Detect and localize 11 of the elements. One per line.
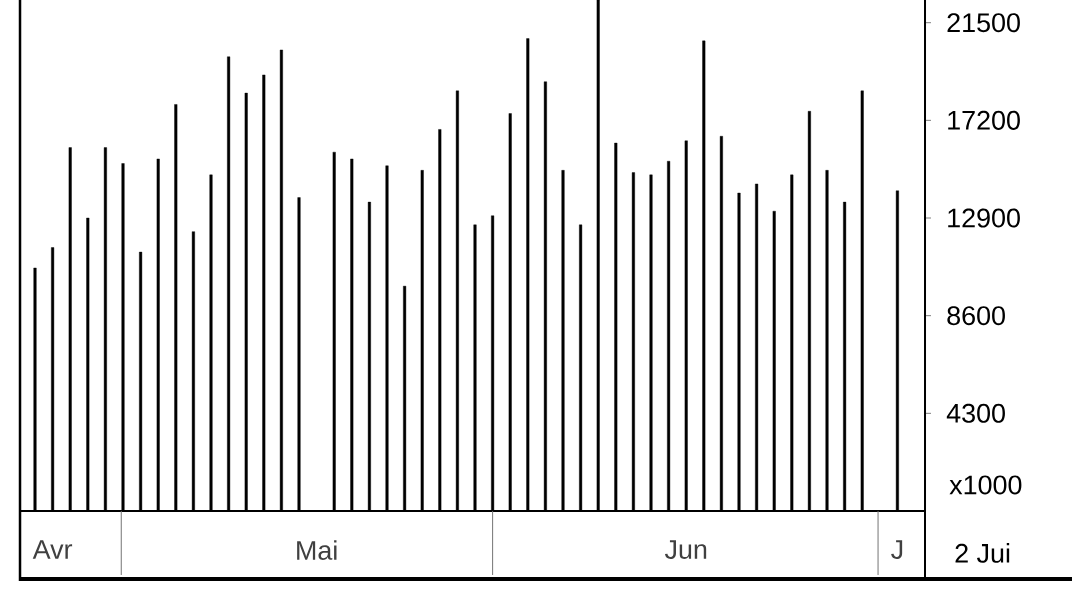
text: 2 Jui xyxy=(955,543,1010,563)
x-tick-label: J xyxy=(891,540,903,559)
y-tick-label: 4300 xyxy=(946,403,1005,423)
text: x1000 xyxy=(949,475,1022,495)
y-tick-label: 12900 xyxy=(948,208,1020,228)
y-tick-label: 21500 xyxy=(947,13,1020,33)
y-tick-label: 17200 xyxy=(948,110,1020,130)
y-tick-label: 8600 xyxy=(947,306,1005,326)
x-tick-label: Mai xyxy=(297,540,337,560)
x-tick-label: Jun xyxy=(664,540,707,559)
x-tick-label: Avr xyxy=(32,540,73,559)
